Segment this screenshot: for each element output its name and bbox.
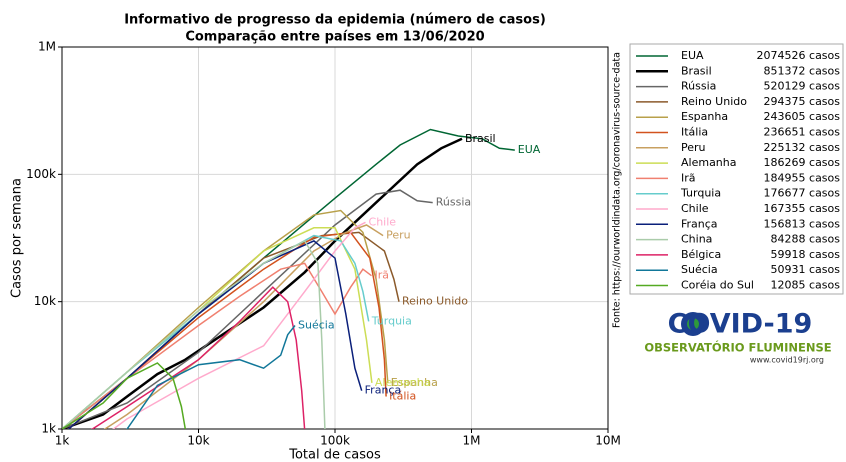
legend-total: 12085 casos <box>771 279 841 292</box>
legend-box <box>629 43 844 295</box>
legend-label: China <box>681 233 712 246</box>
legend-label: Turquia <box>680 187 721 200</box>
x-tick-label: 100k <box>320 434 350 448</box>
y-axis-label: Casos por semana <box>10 178 25 298</box>
plot-frame <box>61 46 609 430</box>
legend-total: 84288 casos <box>771 233 841 246</box>
legend-total: 243605 casos <box>764 110 841 123</box>
series-line <box>91 286 306 429</box>
legend-label: Rússia <box>681 80 716 93</box>
series-line <box>62 362 187 429</box>
logo-org: OBSERVATÓRIO FLUMINENSE <box>644 340 831 355</box>
end-label: Alemanha <box>375 376 431 389</box>
end-label: Turquia <box>371 314 412 327</box>
legend-label: Irã <box>681 171 696 184</box>
logo: COVID-19 OBSERVATÓRIO FLUMINENSE www.cov… <box>644 309 831 365</box>
legend-total: 176677 casos <box>764 187 841 200</box>
source-note: Fonte: https://ourworldindata.org/corona… <box>612 52 623 328</box>
end-label: Suécia <box>298 318 335 331</box>
legend-label: Bélgica <box>681 248 721 261</box>
end-label: Rússia <box>436 196 471 209</box>
end-label: França <box>365 384 402 397</box>
chart-subtitle: Comparação entre países em 13/06/2020 <box>185 30 484 45</box>
plot-lines <box>62 128 515 429</box>
legend-total: 186269 casos <box>764 156 841 169</box>
legend-total: 851372 casos <box>764 64 841 77</box>
end-label: Reino Unido <box>402 295 468 308</box>
legend-label: Chile <box>681 202 709 215</box>
series-line <box>62 137 463 429</box>
legend-label: Peru <box>681 141 706 154</box>
end-label: Peru <box>386 229 411 242</box>
x-tick-label: 1k <box>55 434 70 448</box>
legend-label: EUA <box>681 49 704 62</box>
legend-label: Reino Unido <box>681 95 747 108</box>
x-axis-label: Total de casos <box>288 448 381 462</box>
legend-label: Coréia do Sul <box>681 279 754 292</box>
logo-title: COVID-19 <box>668 309 813 340</box>
legend-total: 2074526 casos <box>757 49 841 62</box>
legend-total: 225132 casos <box>764 141 841 154</box>
legend-label: Alemanha <box>681 156 737 169</box>
series-line <box>67 231 387 429</box>
x-tick-label: 1M <box>463 434 481 448</box>
end-label: EUA <box>518 143 541 156</box>
legend-label: Itália <box>681 126 708 139</box>
logo-url: www.covid19rj.org <box>750 356 824 365</box>
virus-core <box>687 318 699 330</box>
series-line <box>62 234 370 429</box>
end-label: Chile <box>369 215 397 228</box>
y-tick-label: 1M <box>38 40 56 54</box>
x-tick-label: 10k <box>187 434 209 448</box>
legend-total: 59918 casos <box>771 248 841 261</box>
series-line <box>62 262 372 429</box>
end-label: Irã <box>374 269 389 282</box>
series-line <box>67 240 363 429</box>
legend-total: 520129 casos <box>764 80 841 93</box>
series-line <box>62 189 433 429</box>
end-label: Espanha <box>391 376 438 389</box>
legend-total: 184955 casos <box>764 171 841 184</box>
legend-label: Espanha <box>681 110 728 123</box>
end-label: Brasil <box>465 132 496 145</box>
legend-total: 50931 casos <box>771 263 841 276</box>
series-line <box>125 325 296 429</box>
legend-total: 167355 casos <box>764 202 841 215</box>
chart-title: Informativo de progresso da epidemia (nú… <box>124 13 546 28</box>
legend-label: França <box>681 217 718 230</box>
legend-total: 294375 casos <box>764 95 841 108</box>
series-line <box>62 239 326 429</box>
series-line <box>103 224 384 429</box>
end-label: Itália <box>389 389 416 402</box>
legend-label: Suécia <box>681 263 718 276</box>
series-line <box>62 209 389 429</box>
legend-total: 156813 casos <box>764 217 841 230</box>
y-tick-label: 1k <box>41 422 56 436</box>
y-tick-label: 10k <box>34 294 56 308</box>
y-tick-label: 100k <box>26 167 56 181</box>
legend-total: 236651 casos <box>764 126 841 139</box>
legend-label: Brasil <box>681 64 712 77</box>
x-tick-label: 10M <box>595 434 621 448</box>
